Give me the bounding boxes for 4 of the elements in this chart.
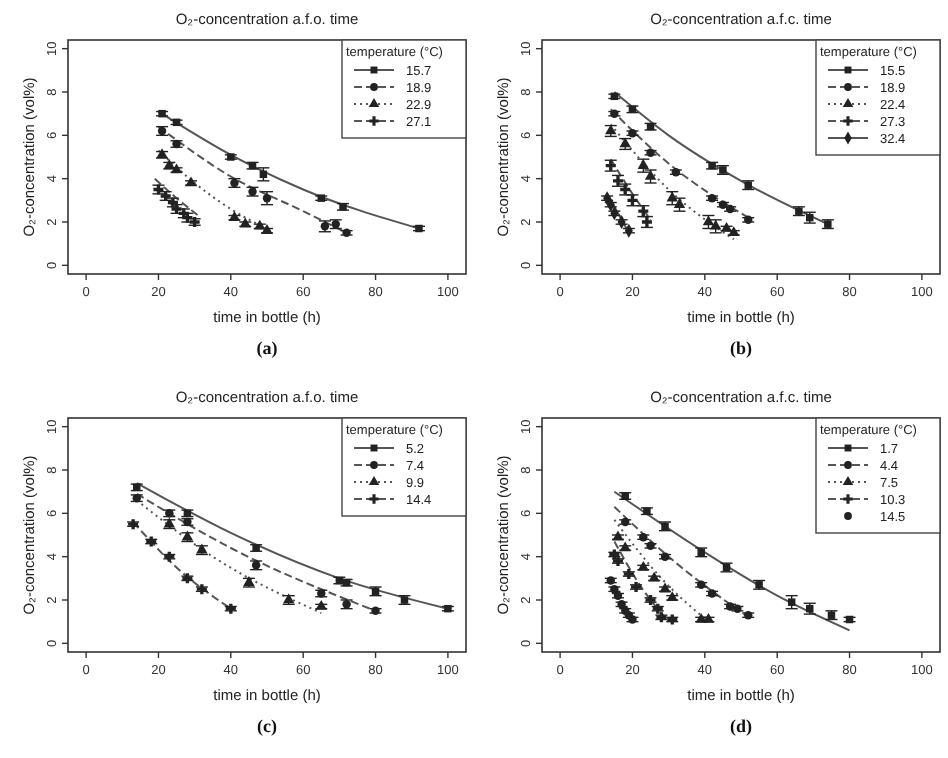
text: (b)	[730, 338, 752, 358]
text: (a)	[256, 338, 278, 358]
text: (d)	[730, 716, 752, 736]
text: (c)	[257, 716, 277, 736]
